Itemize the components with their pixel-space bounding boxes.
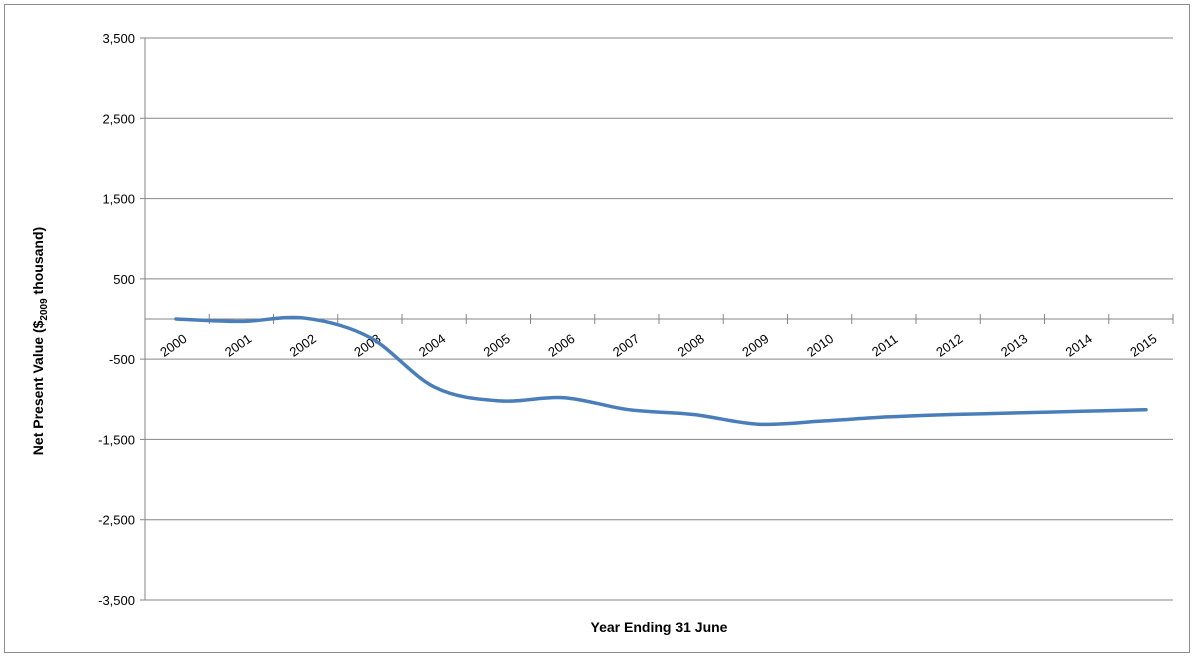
x-tick-label: 2008 [675, 331, 707, 360]
x-tick-label: 2015 [1127, 331, 1159, 360]
x-axis-title: Year Ending 31 June [591, 619, 728, 635]
x-tick-label: 2001 [222, 331, 254, 360]
y-tick-label: -500 [109, 352, 135, 367]
x-tick-label: 2012 [933, 331, 965, 360]
y-tick-label: -1,500 [98, 432, 135, 447]
y-tick-label: 3,500 [102, 31, 135, 46]
series-line [174, 315, 1148, 427]
x-tick-label: 2007 [610, 331, 642, 360]
x-tick-label: 2005 [481, 331, 513, 360]
y-axis-title-prefix: Net Present Value ($ [30, 320, 46, 455]
y-tick-label: 1,500 [102, 192, 135, 207]
x-tick-label: 2013 [998, 331, 1030, 360]
x-tick-label: 2009 [739, 331, 771, 360]
x-tick-label: 2011 [869, 331, 901, 359]
y-tick-label: 500 [113, 272, 135, 287]
line-chart: 3,500 2,500 1,500 500 -500 -1,500 -2,500 -3,500… [30, 31, 1174, 635]
x-tick-label: 2002 [287, 331, 319, 360]
x-tick-label: 2006 [545, 331, 577, 360]
axes [140, 37, 1174, 601]
y-tick-label: 2,500 [102, 111, 135, 126]
x-tick-label: 2014 [1063, 331, 1095, 360]
x-tick-labels: 2000 2001 2002 2003 2004 2005 2006 2007 2008 2009… [157, 331, 1159, 360]
series-layer [174, 315, 1148, 427]
x-tick-label: 2010 [804, 331, 836, 360]
y-axis-title-subscript: 2009 [39, 298, 50, 321]
chart-frame: 3,500 2,500 1,500 500 -500 -1,500 -2,500 -3,500… [4, 4, 1190, 653]
x-tick-label: 2000 [157, 331, 189, 360]
gridlines [145, 37, 1173, 601]
y-axis-title: Net Present Value ($2009 thousand) [30, 227, 50, 455]
x-tick-label: 2004 [416, 331, 448, 360]
y-tick-labels: 3,500 2,500 1,500 500 -500 -1,500 -2,500 -3,500 [98, 31, 135, 608]
y-axis-title-suffix: thousand) [30, 227, 46, 299]
y-tick-label: -2,500 [98, 513, 135, 528]
y-tick-label: -3,500 [98, 593, 135, 608]
